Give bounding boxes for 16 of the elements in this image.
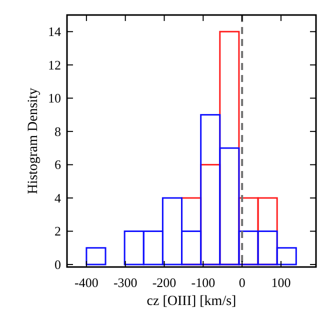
x-tick-label: -400 — [74, 275, 98, 290]
y-tick-label: 14 — [48, 24, 62, 40]
x-tick-label: 100 — [271, 275, 291, 290]
x-tick-label: -100 — [191, 275, 216, 290]
y-tick-label: 8 — [54, 124, 61, 139]
x-tick-label: -200 — [152, 275, 176, 290]
y-tick-label: 12 — [48, 57, 61, 72]
y-tick-label: 10 — [48, 90, 61, 106]
y-tick-label: 2 — [54, 224, 61, 239]
y-tick-label: 6 — [54, 157, 62, 172]
x-axis-title: cz [OIII] [km/s] — [146, 294, 236, 309]
x-tick-label: -300 — [113, 275, 138, 290]
x-tick-label: 0 — [238, 275, 246, 290]
y-tick-label: 0 — [54, 257, 61, 272]
y-axis-title: Histogram Density — [26, 88, 41, 194]
y-tick-label: 4 — [54, 190, 62, 206]
